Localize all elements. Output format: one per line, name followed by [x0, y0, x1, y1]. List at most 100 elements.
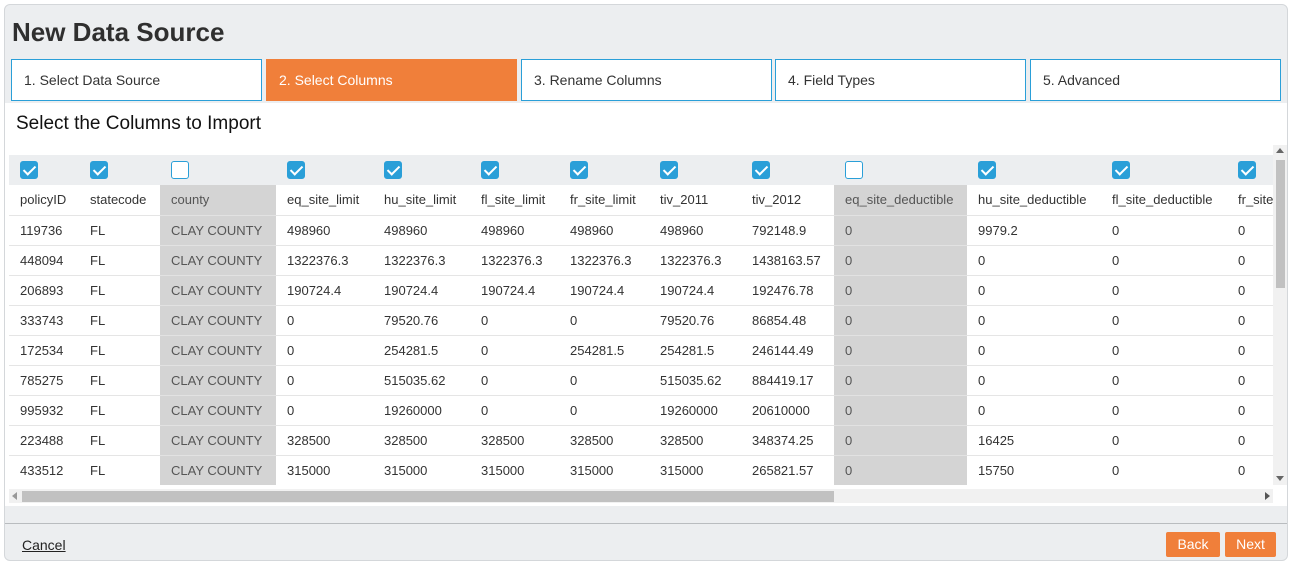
- table-cell: 0: [1227, 395, 1273, 426]
- table-cell: 328500: [276, 425, 373, 456]
- column-header[interactable]: eq_site_limit: [276, 185, 373, 216]
- table-cell: 0: [967, 305, 1101, 336]
- table-cell: 1322376.3: [373, 245, 470, 276]
- table-cell: 0: [967, 395, 1101, 426]
- table-cell: 0: [1227, 455, 1273, 485]
- checkbox-cell: [649, 155, 741, 185]
- table-cell: 0: [1101, 365, 1227, 396]
- next-button[interactable]: Next: [1225, 532, 1276, 557]
- table-cell: 0: [834, 215, 967, 246]
- column-checkbox-tiv-2012[interactable]: [752, 161, 770, 179]
- table-cell: 254281.5: [559, 335, 649, 366]
- table-cell: 0: [834, 335, 967, 366]
- column-header[interactable]: hu_site_deductible: [967, 185, 1101, 216]
- column-header[interactable]: tiv_2011: [649, 185, 741, 216]
- column-header[interactable]: fl_site_limit: [470, 185, 559, 216]
- table-cell: 433512: [9, 455, 79, 485]
- table-cell: 9979.2: [967, 215, 1101, 246]
- column-checkbox-hu-site-deductible[interactable]: [978, 161, 996, 179]
- step-select-data-source[interactable]: 1. Select Data Source: [11, 59, 262, 101]
- table-cell: FL: [79, 305, 160, 336]
- table-cell: 119736: [9, 215, 79, 246]
- table-cell: 1322376.3: [649, 245, 741, 276]
- table-cell: 0: [1227, 335, 1273, 366]
- step-rename-columns[interactable]: 3. Rename Columns: [521, 59, 772, 101]
- table-cell: 190724.4: [559, 275, 649, 306]
- table-cell: 86854.48: [741, 305, 834, 336]
- column-header[interactable]: fr_site_limit: [559, 185, 649, 216]
- table-cell: 333743: [9, 305, 79, 336]
- table-cell: 192476.78: [741, 275, 834, 306]
- table-cell: 0: [276, 365, 373, 396]
- column-checkbox-policyid[interactable]: [20, 161, 38, 179]
- checkbox-cell: [470, 155, 559, 185]
- column-header[interactable]: policyID: [9, 185, 79, 216]
- column-checkbox-fr-site-limit[interactable]: [570, 161, 588, 179]
- table-cell: 0: [559, 395, 649, 426]
- column-header[interactable]: statecode: [79, 185, 160, 216]
- table-cell: 0: [1227, 275, 1273, 306]
- table-cell: 254281.5: [373, 335, 470, 366]
- column-checkbox-fl-site-limit[interactable]: [481, 161, 499, 179]
- new-data-source-dialog: New Data Source 1. Select Data Source 2.…: [4, 4, 1288, 561]
- table-cell: 246144.49: [741, 335, 834, 366]
- column-checkbox-tiv-2011[interactable]: [660, 161, 678, 179]
- column-checkbox-eq-site-deductible[interactable]: [845, 161, 863, 179]
- checkbox-cell: [834, 155, 967, 185]
- table-row: 995932 FL CLAY COUNTY 0 19260000 0 0 19260000 20…: [9, 395, 1273, 426]
- column-header[interactable]: county: [160, 185, 276, 216]
- vertical-scrollbar[interactable]: [1273, 145, 1287, 485]
- step-field-types[interactable]: 4. Field Types: [775, 59, 1026, 101]
- back-button[interactable]: Back: [1166, 532, 1220, 557]
- table-cell: CLAY COUNTY: [160, 365, 276, 396]
- column-header[interactable]: tiv_2012: [741, 185, 834, 216]
- table-cell: 0: [1101, 215, 1227, 246]
- table-cell: 0: [1227, 215, 1273, 246]
- table-cell: 19260000: [649, 395, 741, 426]
- scroll-right-icon[interactable]: [1265, 492, 1270, 500]
- table-cell: FL: [79, 425, 160, 456]
- table-cell: 315000: [276, 455, 373, 485]
- table-cell: 792148.9: [741, 215, 834, 246]
- column-header[interactable]: eq_site_deductible: [834, 185, 967, 216]
- table-cell: 254281.5: [649, 335, 741, 366]
- table-cell: 785275: [9, 365, 79, 396]
- vertical-scroll-thumb[interactable]: [1276, 160, 1285, 288]
- horizontal-scroll-thumb[interactable]: [22, 491, 834, 502]
- table-cell: 172534: [9, 335, 79, 366]
- table-cell: 0: [1101, 335, 1227, 366]
- column-checkbox-fl-site-deductible[interactable]: [1112, 161, 1130, 179]
- table-cell: 223488: [9, 425, 79, 456]
- dialog-title: New Data Source: [12, 17, 225, 47]
- table-cell: 0: [834, 305, 967, 336]
- table-cell: FL: [79, 365, 160, 396]
- column-checkbox-hu-site-limit[interactable]: [384, 161, 402, 179]
- table-cell: 0: [276, 305, 373, 336]
- horizontal-scrollbar[interactable]: [9, 489, 1273, 503]
- table-row: 119736 FL CLAY COUNTY 498960 498960 498960 498…: [9, 215, 1273, 246]
- checkbox-cell: [967, 155, 1101, 185]
- column-checkbox-eq-site-limit[interactable]: [287, 161, 305, 179]
- column-checkbox-statecode[interactable]: [90, 161, 108, 179]
- scroll-left-icon[interactable]: [12, 492, 17, 500]
- scroll-up-icon[interactable]: [1276, 148, 1284, 153]
- column-header-row: policyID statecode county eq_site_limit hu_s…: [9, 185, 1273, 216]
- table-cell: 19260000: [373, 395, 470, 426]
- table-cell: 315000: [649, 455, 741, 485]
- table-cell: 498960: [470, 215, 559, 246]
- table-cell: 206893: [9, 275, 79, 306]
- table-cell: 0: [470, 395, 559, 426]
- checkbox-cell: [373, 155, 470, 185]
- step-advanced[interactable]: 5. Advanced: [1030, 59, 1281, 101]
- wizard-steps: 1. Select Data Source 2. Select Columns …: [11, 59, 1283, 101]
- column-header[interactable]: hu_site_limit: [373, 185, 470, 216]
- column-header[interactable]: fr_site_deductible: [1227, 185, 1273, 216]
- column-header[interactable]: fl_site_deductible: [1101, 185, 1227, 216]
- table-cell: 315000: [373, 455, 470, 485]
- step-select-columns[interactable]: 2. Select Columns: [266, 59, 517, 101]
- column-checkbox-fr-site-deductible[interactable]: [1238, 161, 1256, 179]
- table-cell: 0: [834, 425, 967, 456]
- scroll-down-icon[interactable]: [1276, 476, 1284, 481]
- cancel-link[interactable]: Cancel: [22, 537, 66, 553]
- column-checkbox-county[interactable]: [171, 161, 189, 179]
